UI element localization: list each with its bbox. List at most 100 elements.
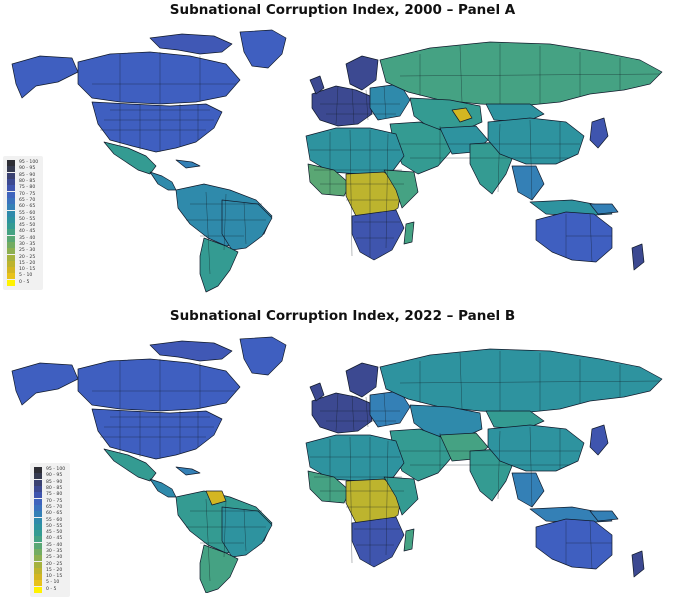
africa-borders <box>310 436 404 565</box>
japan <box>589 424 609 456</box>
brazil <box>221 506 273 558</box>
greenland <box>239 29 287 69</box>
legend-label: 70 - 75 <box>46 498 63 504</box>
legend-item: 55 - 60 <box>7 210 38 217</box>
legend-item: 70 - 75 <box>7 191 38 198</box>
legend-label: 90 - 95 <box>19 166 36 172</box>
mongolia <box>485 103 545 123</box>
legend-swatch <box>34 473 42 480</box>
australia-state-lines <box>565 213 612 263</box>
legend-label: 90 - 95 <box>46 473 63 479</box>
oceania-region <box>535 510 645 578</box>
legend-label: 0 - 5 <box>46 586 57 592</box>
canada <box>77 358 241 412</box>
legend-item: 80 - 85 <box>34 486 65 493</box>
legend-swatch <box>34 555 42 562</box>
alaska <box>11 55 79 99</box>
scandinavia <box>345 362 379 398</box>
legend-label: 65 - 70 <box>46 504 63 510</box>
legend-item: 40 - 45 <box>7 229 38 236</box>
legend-swatch <box>7 254 15 261</box>
legend-item: 15 - 20 <box>7 260 38 267</box>
legend-item: 20 - 25 <box>34 561 65 568</box>
legend-item: 75 - 80 <box>7 185 38 192</box>
legend-label: 20 - 25 <box>46 561 63 567</box>
legend-swatch <box>7 267 15 274</box>
south-america-borders <box>186 191 266 275</box>
russia <box>379 41 663 107</box>
legend-swatch <box>34 467 42 474</box>
kazakhstan-yellow-region <box>451 107 473 123</box>
papua-new-guinea <box>589 510 619 522</box>
legend-item: 5 - 10 <box>34 580 65 587</box>
legend-swatch <box>34 561 42 568</box>
europe-borders <box>320 85 400 125</box>
legend-item: 85 - 90 <box>34 479 65 486</box>
legend-label: 45 - 50 <box>46 530 63 536</box>
papua-new-guinea <box>589 203 619 215</box>
legend-swatch <box>34 530 42 537</box>
legend-swatch <box>7 248 15 255</box>
central-america <box>149 478 177 498</box>
legend-item: 5 - 10 <box>7 273 38 280</box>
uk-ireland <box>309 382 325 402</box>
western-europe <box>311 392 373 434</box>
legend-item: 95 - 100 <box>34 467 65 474</box>
legend-item: 45 - 50 <box>7 223 38 230</box>
legend-item: 55 - 60 <box>34 517 65 524</box>
russia-oblast-lines <box>399 44 661 104</box>
panel-a: Subnational Corruption Index, 2000 – Pan… <box>0 0 685 297</box>
legend-swatch <box>7 191 15 198</box>
legend-label: 50 - 55 <box>19 216 36 222</box>
oceania-region <box>535 203 645 271</box>
legend-swatch <box>7 242 15 248</box>
legend-swatch <box>7 166 15 173</box>
africa-region <box>305 127 419 261</box>
legend-item: 90 - 95 <box>7 166 38 173</box>
australia-state-lines <box>565 520 612 570</box>
panel-b: Subnational Corruption Index, 2022 – Pan… <box>0 303 685 597</box>
legend-swatch <box>34 486 42 493</box>
legend-label: 20 - 25 <box>19 254 36 260</box>
legend-label: 40 - 45 <box>46 536 63 542</box>
legend-swatch <box>34 498 42 505</box>
southeast-asia <box>511 165 545 201</box>
legend-swatch <box>34 492 42 499</box>
usa <box>91 101 223 153</box>
legend-label: 0 - 5 <box>19 279 30 285</box>
legend-item: 40 - 45 <box>34 536 65 543</box>
legend-item: 0 - 5 <box>7 279 38 286</box>
greenland <box>239 336 287 376</box>
caribbean <box>175 466 201 476</box>
western-europe <box>311 85 373 127</box>
panel-b-title: Subnational Corruption Index, 2022 – Pan… <box>169 308 516 324</box>
legend-label: 70 - 75 <box>19 191 36 197</box>
legend-item: 20 - 25 <box>7 254 38 261</box>
legend-swatch <box>34 586 42 593</box>
legend-label: 30 - 35 <box>46 549 63 554</box>
legend-swatch <box>34 567 42 574</box>
canada-arctic-islands <box>149 33 233 55</box>
legend-item: 90 - 95 <box>34 473 65 480</box>
legend-label: 55 - 60 <box>19 210 36 216</box>
legend-swatch <box>7 229 15 236</box>
legend-item: 65 - 70 <box>34 504 65 511</box>
madagascar <box>403 221 415 245</box>
japan <box>589 117 609 149</box>
north-america-region <box>11 336 287 498</box>
canada <box>77 51 241 105</box>
legend-swatch <box>34 479 42 486</box>
legend-item: 30 - 35 <box>7 242 38 248</box>
legend-swatch <box>7 172 15 179</box>
legend-swatch <box>7 204 15 211</box>
legend-label: 60 - 65 <box>19 204 36 210</box>
legend-item: 10 - 15 <box>34 574 65 581</box>
legend-label: 40 - 45 <box>19 229 36 235</box>
madagascar <box>403 528 415 552</box>
legend-label: 85 - 90 <box>19 172 36 178</box>
asia-borders <box>400 119 580 201</box>
legend-label: 55 - 60 <box>46 517 63 523</box>
canada-arctic-islands <box>149 340 233 362</box>
legend-swatch <box>7 197 15 204</box>
asia-region <box>389 424 613 524</box>
